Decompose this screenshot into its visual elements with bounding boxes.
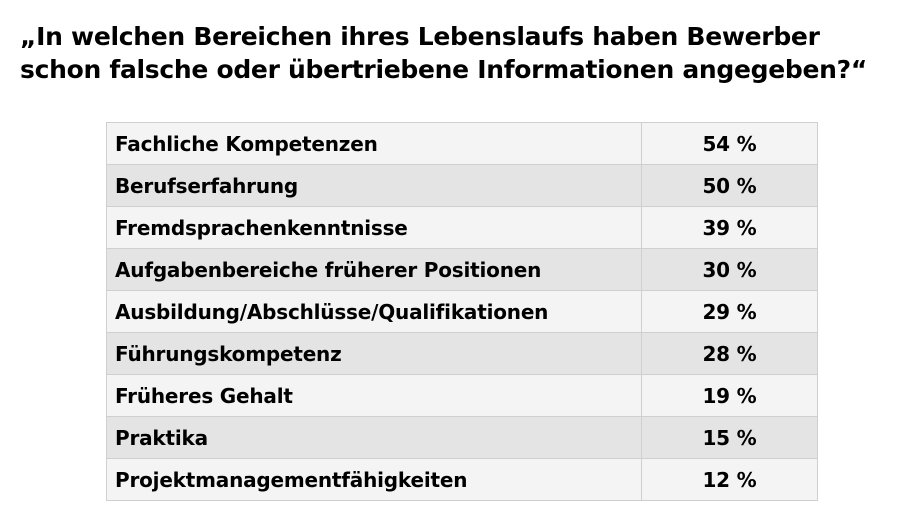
category-label: Projektmanagementfähigkeiten <box>106 458 642 501</box>
percentage-value: 15 % <box>641 416 818 459</box>
table-row: Praktika 15 % <box>106 416 818 459</box>
percentage-value: 30 % <box>641 248 818 291</box>
table-row: Aufgabenbereiche früherer Positionen 30 … <box>106 248 818 291</box>
percentage-value: 39 % <box>641 206 818 249</box>
percentage-value: 54 % <box>641 122 818 165</box>
category-label: Aufgabenbereiche früherer Positionen <box>106 248 642 291</box>
results-table: Fachliche Kompetenzen 54 % Berufserfahru… <box>106 122 818 501</box>
percentage-value: 29 % <box>641 290 818 333</box>
chart-title: „In welchen Bereichen ihres Lebenslaufs … <box>20 20 900 86</box>
category-label: Führungskompetenz <box>106 332 642 375</box>
category-label: Ausbildung/Abschlüsse/Qualifikationen <box>106 290 642 333</box>
table-row: Führungskompetenz 28 % <box>106 332 818 375</box>
chart-title-line-2: schon falsche oder übertriebene Informat… <box>20 55 867 84</box>
table-row: Früheres Gehalt 19 % <box>106 374 818 417</box>
results-table-body: Fachliche Kompetenzen 54 % Berufserfahru… <box>106 122 818 501</box>
table-row: Fachliche Kompetenzen 54 % <box>106 122 818 165</box>
percentage-value: 50 % <box>641 164 818 207</box>
percentage-value: 19 % <box>641 374 818 417</box>
category-label: Fremdsprachenkenntnisse <box>106 206 642 249</box>
category-label: Fachliche Kompetenzen <box>106 122 642 165</box>
table-row: Projektmanagementfähigkeiten 12 % <box>106 458 818 501</box>
table-row: Berufserfahrung 50 % <box>106 164 818 207</box>
percentage-value: 28 % <box>641 332 818 375</box>
category-label: Berufserfahrung <box>106 164 642 207</box>
chart-title-line-1: „In welchen Bereichen ihres Lebenslaufs … <box>20 22 820 51</box>
category-label: Früheres Gehalt <box>106 374 642 417</box>
table-row: Ausbildung/Abschlüsse/Qualifikationen 29… <box>106 290 818 333</box>
percentage-value: 12 % <box>641 458 818 501</box>
category-label: Praktika <box>106 416 642 459</box>
table-row: Fremdsprachenkenntnisse 39 % <box>106 206 818 249</box>
